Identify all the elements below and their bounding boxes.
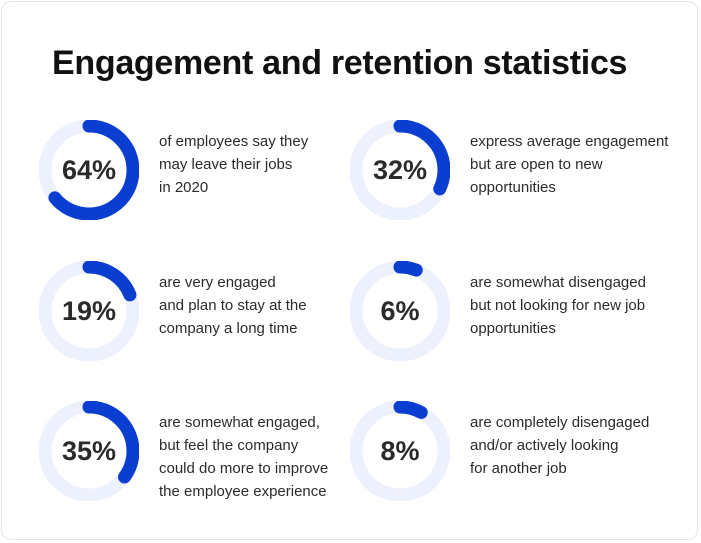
description-line: could do more to improve bbox=[159, 460, 329, 477]
donut-value-arc bbox=[350, 120, 450, 220]
stat-description: are somewhat disengaged but not looking f… bbox=[470, 271, 650, 340]
stat-description: of employees say they may leave their job… bbox=[159, 130, 339, 199]
description-line: opportunities bbox=[470, 179, 556, 196]
stat-block: 6% are somewhat disengaged but not looking… bbox=[350, 261, 670, 371]
percentage-label: 19% bbox=[61, 295, 117, 326]
description-line: for another job bbox=[470, 460, 567, 477]
description-line: are somewhat engaged, bbox=[159, 414, 320, 431]
donut-value-arc bbox=[39, 401, 139, 501]
stat-block: 35% are somewhat engaged, but feel the com… bbox=[39, 401, 359, 511]
description-line: are very engaged bbox=[159, 274, 276, 291]
donut-chart: 64% bbox=[39, 120, 139, 220]
description-line: the employee experience bbox=[159, 483, 327, 500]
stat-block: 8% are completely disengaged and/or active… bbox=[350, 401, 670, 511]
description-line: opportunities bbox=[470, 320, 556, 337]
percentage-label: 64% bbox=[61, 154, 117, 185]
description-line: may leave their jobs bbox=[159, 156, 293, 173]
donut-value-arc bbox=[39, 261, 139, 361]
donut-chart: 8% bbox=[350, 401, 450, 501]
percentage-label: 8% bbox=[380, 435, 420, 466]
description-line: but feel the company bbox=[159, 437, 299, 454]
donut-chart: 32% bbox=[350, 120, 450, 220]
stat-description: are somewhat engaged, but feel the compan… bbox=[159, 411, 339, 503]
stat-block: 64% of employees say they may leave their … bbox=[39, 120, 359, 230]
description-line: are completely disengaged bbox=[470, 414, 650, 431]
description-line: company a long time bbox=[159, 320, 298, 337]
stat-block: 32% express average engagement but are ope… bbox=[350, 120, 670, 230]
description-line: in 2020 bbox=[159, 179, 209, 196]
description-line: and plan to stay at the bbox=[159, 297, 307, 314]
description-line: and/or actively looking bbox=[470, 437, 619, 454]
page-title: Engagement and retention statistics bbox=[52, 44, 628, 82]
donut-value-arc bbox=[39, 120, 139, 220]
percentage-label: 35% bbox=[61, 435, 117, 466]
percentage-label: 32% bbox=[372, 154, 428, 185]
description-line: are somewhat disengaged bbox=[470, 274, 646, 291]
stat-block: 19% are very engaged and plan to stay at t… bbox=[39, 261, 359, 371]
description-line: of employees say they bbox=[159, 133, 309, 150]
description-line: but not looking for new job bbox=[470, 297, 646, 314]
description-line: but are open to new bbox=[470, 156, 603, 173]
donut-chart: 35% bbox=[39, 401, 139, 501]
description-line: express average engagement bbox=[470, 133, 669, 150]
percentage-label: 6% bbox=[380, 295, 420, 326]
donut-value-arc bbox=[350, 261, 450, 361]
stat-description: are completely disengaged and/or actively… bbox=[470, 411, 650, 480]
stat-description: are very engaged and plan to stay at the c… bbox=[159, 271, 339, 340]
donut-chart: 19% bbox=[39, 261, 139, 361]
donut-chart: 6% bbox=[350, 261, 450, 361]
stat-description: express average engagement but are open t… bbox=[470, 130, 669, 199]
donut-value-arc bbox=[350, 401, 450, 501]
